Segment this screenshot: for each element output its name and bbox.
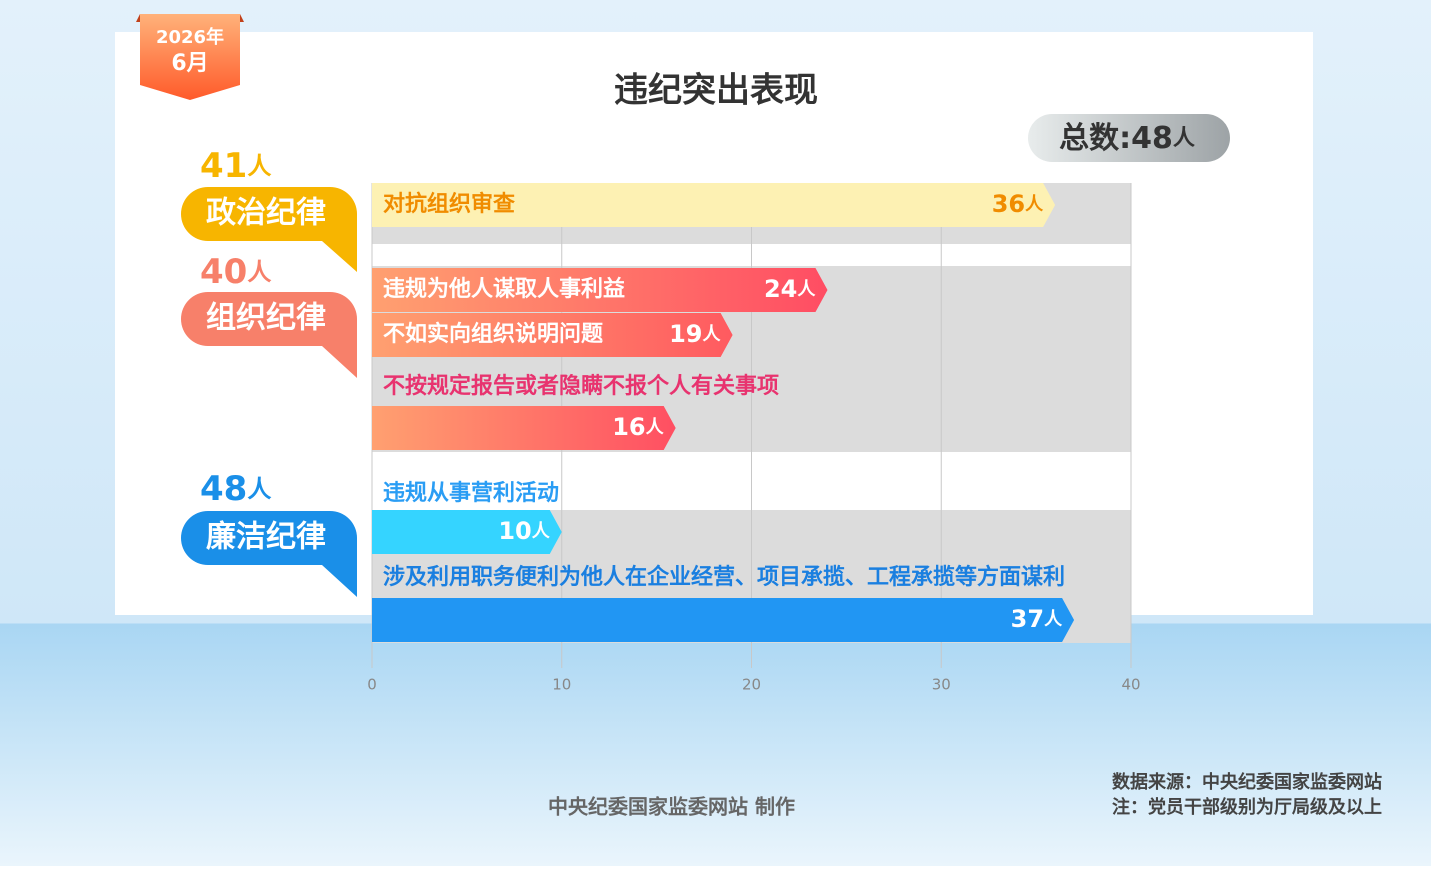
value-label: 10人: [498, 517, 550, 545]
x-tick-label: 40: [1121, 676, 1140, 694]
group-tag: [181, 511, 357, 597]
bar: [372, 183, 1056, 227]
total-label: 总数:: [1059, 121, 1131, 156]
x-tick-label: 20: [742, 676, 761, 694]
group-total: 41人: [200, 146, 271, 186]
x-tick-label: 30: [932, 676, 951, 694]
group-name: 组织纪律: [206, 301, 326, 336]
value-number: 24: [764, 275, 797, 303]
value-number: 10: [498, 517, 531, 545]
source: 数据来源：中央纪委国家监委网站: [1112, 771, 1382, 793]
bar-label: 涉及利用职务便利为他人在企业经营、项目承揽、工程承揽等方面谋利: [383, 564, 1065, 590]
group-tag: [181, 187, 357, 272]
value-number: 16: [612, 413, 645, 441]
badge-month: 6月: [171, 51, 208, 76]
value-unit: 人: [1044, 609, 1063, 630]
credit: 中央纪委国家监委网站 制作: [548, 795, 795, 819]
date-badge: [140, 14, 240, 100]
chart-title: 违纪突出表现: [614, 71, 818, 111]
bar-label: 不按规定报告或者隐瞒不报个人有关事项: [383, 373, 779, 399]
bar-label: 对抗组织审查: [383, 191, 515, 217]
value-label: 16人: [612, 413, 664, 441]
group-name: 廉洁纪律: [206, 520, 326, 555]
bar-overlay: [372, 268, 828, 312]
bar: [372, 510, 562, 554]
bar-label: 违规从事营利活动: [383, 480, 559, 506]
bar: [372, 598, 1075, 642]
note: 注：党员干部级别为厅局级及以上: [1112, 796, 1382, 818]
group-total-number: 48: [200, 469, 247, 509]
value-number: 37: [1011, 605, 1044, 633]
value-label: 24人: [764, 275, 816, 303]
x-tick-label: 0: [367, 676, 377, 694]
value-number: 36: [992, 190, 1025, 218]
group-total: 48人: [200, 469, 271, 509]
bar-label: 不如实向组织说明问题: [383, 321, 604, 347]
group-tag: [181, 292, 357, 378]
group-name: 政治纪律: [206, 196, 326, 231]
value-unit: 人: [797, 279, 816, 300]
group-total-number: 41: [200, 146, 247, 186]
value-label: 36人: [992, 190, 1044, 218]
group-total-number: 40: [200, 252, 247, 292]
bar-overlay: [372, 313, 733, 357]
value-unit: 人: [646, 417, 665, 438]
bar-overlay: [372, 406, 676, 450]
value-unit: 人: [1025, 194, 1044, 215]
group-total-unit: 人: [247, 258, 271, 286]
total-unit: 人: [1173, 126, 1195, 151]
total-value: 48: [1131, 121, 1173, 156]
group-total-unit: 人: [247, 152, 271, 180]
x-tick-label: 10: [552, 676, 571, 694]
value-label: 19人: [669, 320, 721, 348]
group-total: 40人: [200, 252, 271, 292]
bar-label: 违规为他人谋取人事利益: [383, 276, 625, 302]
value-unit: 人: [703, 324, 722, 345]
total: 总数:48人: [1059, 121, 1195, 156]
value-number: 19: [669, 320, 702, 348]
group-total-unit: 人: [247, 475, 271, 503]
value-unit: 人: [532, 521, 551, 542]
value-label: 37人: [1011, 605, 1063, 633]
total-pill: [1028, 114, 1230, 162]
badge-year: 2026年: [156, 26, 224, 48]
